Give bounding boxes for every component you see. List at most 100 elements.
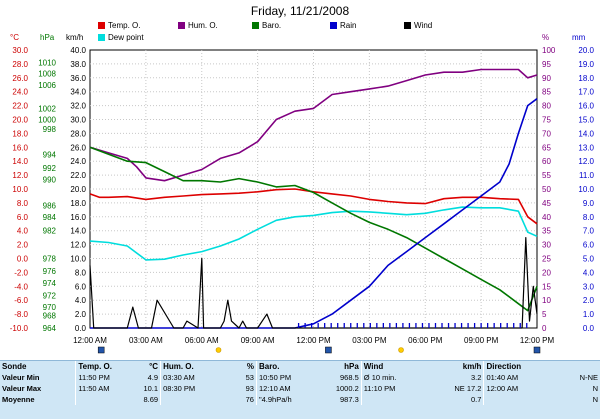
temp-tick-label: 0.0 [17,255,29,264]
stats-row-label: Valeur Max [2,384,42,393]
legend-label: Temp. O. [108,21,140,30]
legend-swatch [98,34,105,41]
baro-tick-label: 990 [43,175,57,184]
stats-col-temp: Temp. O. [75,361,128,372]
baro-tick-label: 1002 [38,104,56,113]
temp-tick-label: -4.0 [14,282,28,291]
stats-cell: 76 [245,395,254,404]
temp-tick-label: 4.0 [17,227,29,236]
temp-tick-label: -2.0 [14,268,28,277]
stats-cell: 0.7 [471,395,482,404]
rain-tick-label: 9.0 [583,199,595,208]
wind-tick-label: 2.0 [75,310,87,319]
hum-tick-label: 85 [542,88,551,97]
chart-legend: Temp. O. Dew point Hum. O. Baro. Rain Wind [98,21,432,42]
wind-tick-label: 14.0 [70,227,86,236]
wind-tick-label: 34.0 [70,88,86,97]
stats-cell: N [592,384,598,393]
legend-swatch [252,22,259,29]
hum-tick-label: 30 [542,241,551,250]
baro-tick-label: 984 [43,213,57,222]
hum-tick-label: 0 [542,324,547,333]
stats-cell: 10.1 [143,384,159,393]
stats-cell: 11:50 AM [75,383,128,394]
stats-col-baro-unit: hPa [344,362,359,371]
stats-col-hum-unit: % [246,362,254,371]
rain-tick-label: 18.0 [578,74,594,83]
stats-cell: 10:50 PM [255,372,306,383]
series-line-hum-o [89,68,538,182]
rain-tick-label: 17.0 [578,88,594,97]
stats-cell: 4.9 [147,373,159,382]
stats-cell: 3.2 [471,373,482,382]
stats-cell: 12:10 AM [255,383,306,394]
hum-tick-label: 55 [542,171,551,180]
stats-cell: NE 17.2 [454,384,482,393]
stats-cell: 11:10 PM [360,383,426,394]
rain-unit-label: mm [572,33,586,42]
temp-tick-label: 12.0 [12,171,28,180]
stats-col-dir-blank [549,361,600,372]
stats-cell: Ø 10 min. [360,372,426,383]
weather-chart: Friday, 11/21/2008 -10.0 -8.0 -6.0 -4.0 -2.0… [10,4,595,354]
temp-tick-label: 24.0 [12,88,28,97]
hum-tick-label: 45 [542,199,551,208]
stats-cell: 968.5 [340,373,359,382]
time-markers [97,346,541,354]
hum-tick-label: 35 [542,227,551,236]
rain-tick-label: 12.0 [578,157,594,166]
temp-tick-label: 6.0 [17,213,29,222]
stats-col-hum: Hum. O. [160,361,226,372]
stats-row-mean: Moyenne 8.69 76 "4.9hPa/h 987.3 0.7 N [0,394,600,405]
rain-tick-label: 6.0 [583,241,595,250]
series-line-rain [90,98,538,329]
chart-title: Friday, 11/21/2008 [251,4,350,18]
stats-cell: 987.3 [340,395,359,404]
stats-row-label: Moyenne [2,395,35,404]
stats-cell: 1000.2 [335,384,359,393]
stats-col-baro: Baro. [255,361,306,372]
wind-tick-label: 40.0 [70,46,86,55]
x-tick-label: 03:00 PM [352,336,387,345]
rain-tick-label: 10.0 [578,185,594,194]
baro-tick-label: 1000 [38,116,56,125]
baro-tick-label: 1010 [38,59,56,68]
hum-tick-label: 65 [542,143,551,152]
baro-tick-label: 1008 [38,70,56,79]
hum-tick-label: 90 [542,74,551,83]
x-tick-label: 03:00 AM [129,336,163,345]
stats-cell [483,394,549,405]
baro-tick-label: 998 [43,125,57,134]
stats-col-dir: Direction [483,361,549,372]
x-tick-label: 09:00 AM [241,336,275,345]
wind-unit-label: km/h [66,33,83,42]
wind-tick-label: 8.0 [75,268,87,277]
x-tick-label: 12:00 AM [73,336,107,345]
baro-tick-label: 964 [43,324,57,333]
wind-tick-label: 30.0 [70,116,86,125]
temp-tick-label: -8.0 [14,310,28,319]
wind-tick-label: 22.0 [70,171,86,180]
hum-tick-label: 10 [542,296,551,305]
temp-tick-label: 18.0 [12,129,28,138]
temp-tick-label: 10.0 [12,185,28,194]
moon-icon [533,346,541,354]
axis-units: °C hPa km/h% mm [10,33,586,42]
legend-swatch [404,22,411,29]
wind-tick-label: 18.0 [70,199,86,208]
stats-header-row: Sonde Temp. O. °C Hum. O. % Baro. hPa Wi… [0,361,600,372]
series-line-baro [89,146,538,312]
stats-row-max: Valeur Max 11:50 AM 10.1 08:30 PM 93 12:… [0,383,600,394]
stats-table: Sonde Temp. O. °C Hum. O. % Baro. hPa Wi… [0,361,600,405]
baro-tick-label: 986 [43,202,57,211]
wind-tick-label: 38.0 [70,60,86,69]
stats-cell: N-NE [579,373,598,382]
hum-tick-label: 25 [542,255,551,264]
hum-tick-label: 15 [542,282,551,291]
wind-tick-label: 24.0 [70,157,86,166]
baro-tick-label: 974 [43,279,57,288]
wind-tick-label: 20.0 [70,185,86,194]
rain-tick-label: 4.0 [583,268,595,277]
legend-swatch [330,22,337,29]
x-tick-label: 12:00 PM [296,336,331,345]
